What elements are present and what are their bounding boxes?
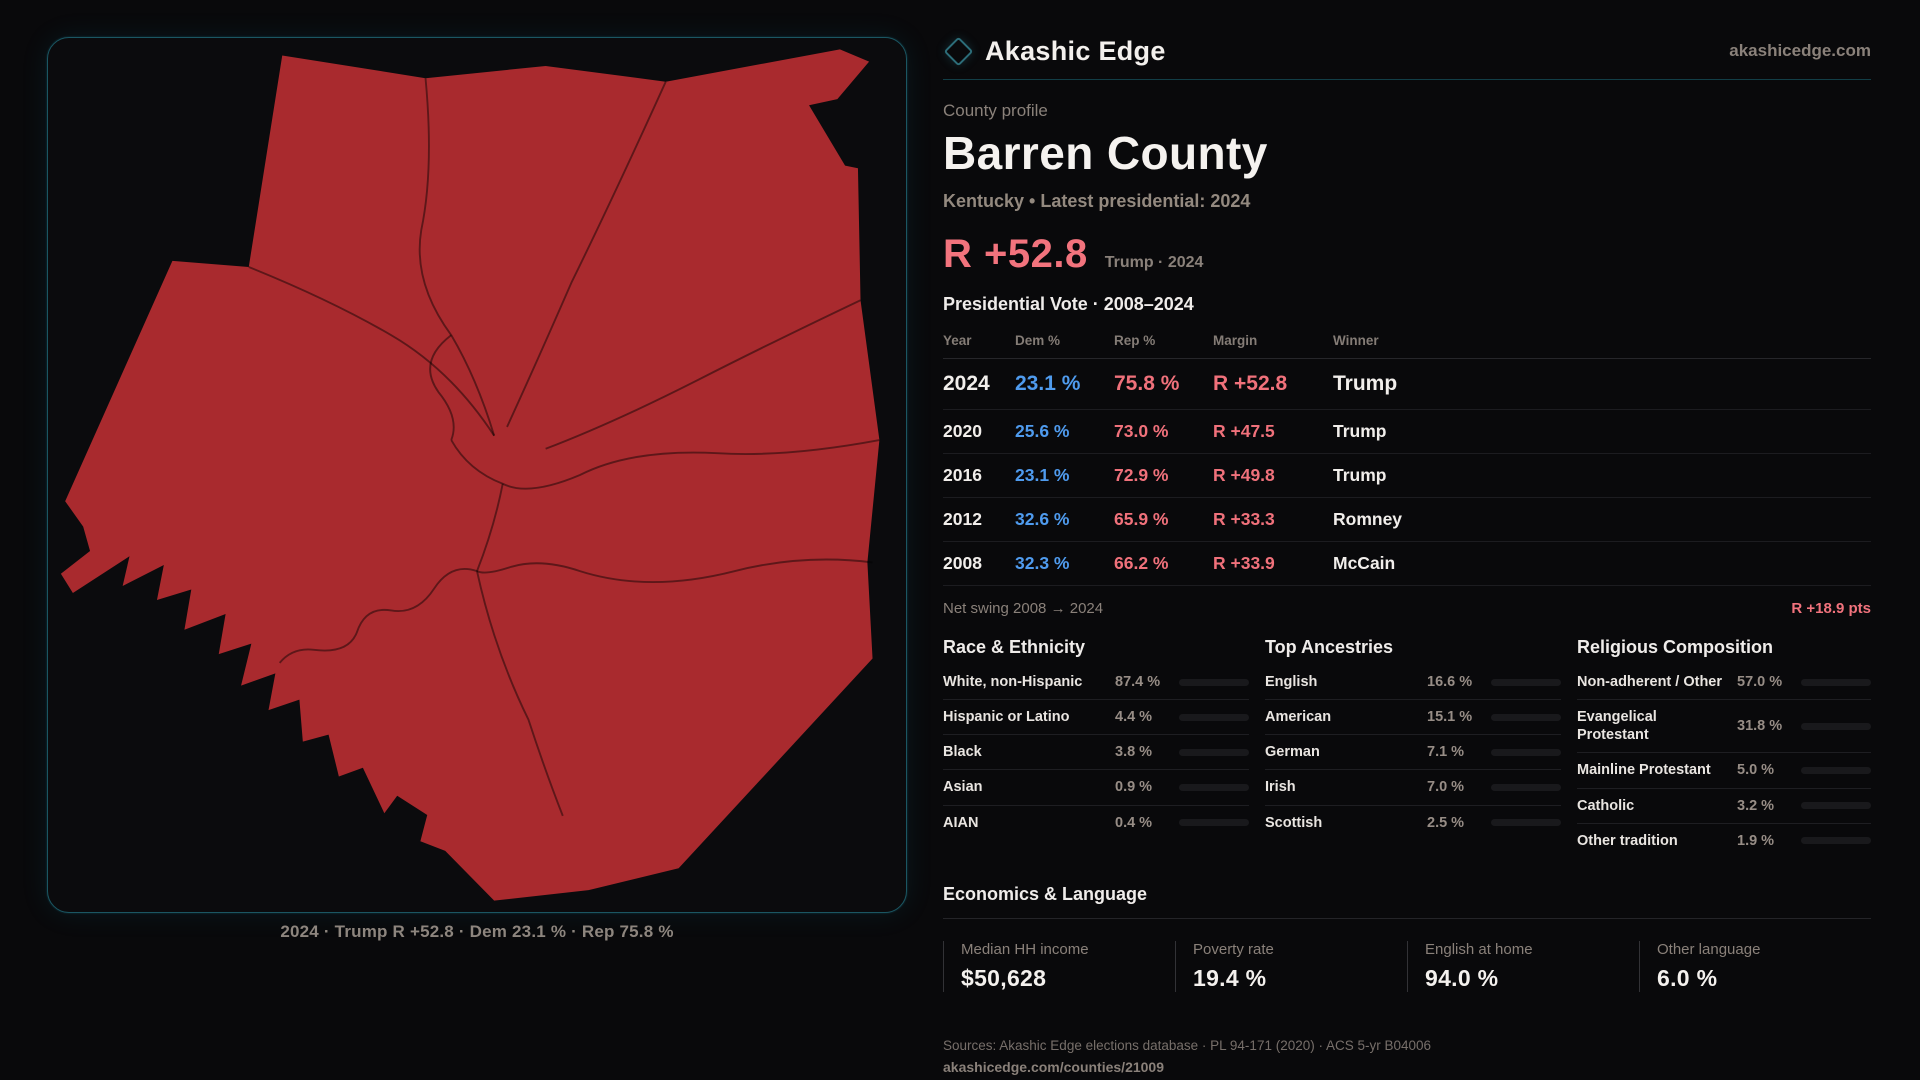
list-item: Evangelical Protestant 31.8 % xyxy=(1577,700,1871,754)
profile-column: Akashic Edge akashicedge.com County prof… xyxy=(943,30,1871,1077)
bar xyxy=(1179,678,1249,686)
net-swing-value: R +18.9 pts xyxy=(1791,600,1871,617)
bar xyxy=(1179,819,1249,827)
sources-line: Sources: Akashic Edge elections database… xyxy=(943,1037,1432,1053)
page-title: Barren County xyxy=(943,127,1268,179)
section-title: Race & Ethnicity xyxy=(943,637,1086,657)
table-row: 2008 32.3 % 66.2 % R +33.9 McCain xyxy=(943,542,1871,586)
bar xyxy=(1179,713,1249,721)
table-header: Year Dem % Rep % Margin Winner xyxy=(943,326,1871,359)
list-item: AIAN 0.4 % xyxy=(943,806,1249,840)
bar xyxy=(1491,713,1561,721)
race-section: Race & Ethnicity White, non-Hispanic 87.… xyxy=(943,637,1249,858)
list-item: American 15.1 % xyxy=(1265,700,1561,736)
table-row: 2024 23.1 % 75.8 % R +52.8 Trump xyxy=(943,359,1871,410)
headline-margin: R +52.8 Trump · 2024 xyxy=(943,232,1871,277)
col-margin: Margin xyxy=(1213,333,1258,348)
col-rep: Rep % xyxy=(1114,333,1156,348)
margin-value: R +52.8 xyxy=(943,232,1088,276)
list-item: Other tradition 1.9 % xyxy=(1577,824,1871,858)
site-link[interactable]: akashicedge.com xyxy=(1729,41,1871,60)
economics-title: Economics & Language xyxy=(943,883,1148,904)
list-item: Irish 7.0 % xyxy=(1265,770,1561,806)
col-winner: Winner xyxy=(1333,333,1379,348)
bar xyxy=(1491,748,1561,756)
brand-diamond-icon xyxy=(943,36,974,66)
list-item: English 16.6 % xyxy=(1265,665,1561,701)
list-item: White, non-Hispanic 87.4 % xyxy=(943,665,1249,701)
footer: Sources: Akashic Edge elections database… xyxy=(943,1038,1871,1077)
economics-divider xyxy=(943,917,1871,919)
bar xyxy=(1801,837,1871,845)
bar xyxy=(1801,678,1871,686)
bar xyxy=(1801,766,1871,774)
demographics: Race & Ethnicity White, non-Hispanic 87.… xyxy=(943,637,1871,858)
kicker: County profile xyxy=(943,101,1048,120)
map-caption: 2024 · Trump R +52.8 · Dem 23.1 % · Rep … xyxy=(280,922,674,941)
table-row: 2012 32.6 % 65.9 % R +33.3 Romney xyxy=(943,498,1871,542)
economics-stats: Median HH income $50,628 Poverty rate 19… xyxy=(943,940,1871,992)
header: Akashic Edge akashicedge.com xyxy=(943,30,1871,72)
election-table: Year Dem % Rep % Margin Winner 2024 23.1… xyxy=(943,326,1871,586)
list-item: Mainline Protestant 5.0 % xyxy=(1577,753,1871,789)
table-row: 2016 23.1 % 72.9 % R +49.8 Trump xyxy=(943,454,1871,498)
table-row: 2020 25.6 % 73.0 % R +47.5 Trump xyxy=(943,410,1871,454)
list-item: Black 3.8 % xyxy=(943,735,1249,771)
brand-name: Akashic Edge xyxy=(985,35,1166,66)
religion-section: Religious Composition Non-adherent / Oth… xyxy=(1577,637,1871,858)
stat-card: Poverty rate 19.4 % xyxy=(1175,940,1407,992)
net-swing: Net swing 2008 → 2024 R +18.9 pts xyxy=(943,586,1871,617)
list-item: Asian 0.9 % xyxy=(943,770,1249,806)
bar xyxy=(1491,819,1561,827)
county-shape xyxy=(60,49,880,901)
county-map-panel xyxy=(47,37,907,913)
county-permalink[interactable]: akashicedge.com/counties/21009 xyxy=(943,1058,1164,1075)
list-item: Scottish 2.5 % xyxy=(1265,806,1561,840)
section-title: Religious Composition xyxy=(1577,637,1773,657)
stat-card: Other language 6.0 % xyxy=(1639,940,1871,992)
bar xyxy=(1801,802,1871,810)
list-item: German 7.1 % xyxy=(1265,735,1561,771)
county-map xyxy=(60,49,880,901)
section-title: Top Ancestries xyxy=(1265,637,1394,657)
margin-note: Trump · 2024 xyxy=(1104,254,1204,271)
subtitle: Kentucky • Latest presidential: 2024 xyxy=(943,191,1251,211)
list-item: Non-adherent / Other 57.0 % xyxy=(1577,665,1871,701)
net-swing-label: Net swing 2008 → 2024 xyxy=(943,600,1104,617)
bar xyxy=(1179,748,1249,756)
bar xyxy=(1491,678,1561,686)
ancestries-section: Top Ancestries English 16.6 % American 1… xyxy=(1265,637,1561,858)
table-title: Presidential Vote · 2008–2024 xyxy=(943,294,1194,314)
bar xyxy=(1491,783,1561,791)
stat-card: English at home 94.0 % xyxy=(1407,940,1639,992)
col-dem: Dem % xyxy=(1015,333,1061,348)
stat-card: Median HH income $50,628 xyxy=(943,940,1175,992)
header-divider xyxy=(943,79,1871,80)
list-item: Hispanic or Latino 4.4 % xyxy=(943,700,1249,736)
list-item: Catholic 3.2 % xyxy=(1577,789,1871,824)
bar xyxy=(1801,722,1871,730)
col-year: Year xyxy=(943,333,972,348)
bar xyxy=(1179,783,1249,791)
precinct-boundaries xyxy=(248,78,880,817)
